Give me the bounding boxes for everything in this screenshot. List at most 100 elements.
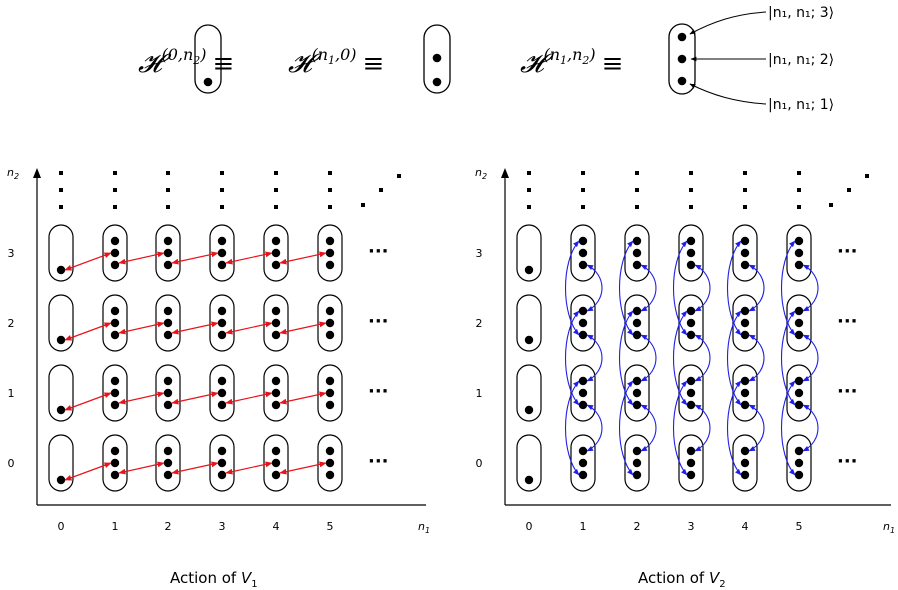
v2-transition-arrow: [586, 334, 603, 382]
v2-transition-arrow: [727, 240, 742, 336]
state-capsule: [678, 224, 704, 282]
state-dot: [578, 248, 588, 258]
state-dot: [163, 306, 173, 316]
state-dot: [632, 318, 642, 328]
state-capsule: [624, 294, 650, 352]
column-continuation-dot: [113, 188, 117, 192]
column-continuation-dot: [743, 205, 747, 209]
v2-transition-arrow: [802, 334, 819, 382]
state-capsule: [732, 434, 758, 492]
legend-h-n1-zero-dot-bottom: [432, 77, 442, 87]
state-dot: [740, 318, 750, 328]
state-dot: [110, 248, 120, 258]
state-dot: [632, 388, 642, 398]
panel-caption-sub: 2: [719, 579, 725, 590]
state-dot: [325, 236, 335, 246]
y-axis-label: n2: [7, 166, 19, 181]
state-capsule: [516, 224, 542, 282]
v2-transition-arrow: [619, 240, 634, 336]
state-dot: [271, 318, 281, 328]
state-dot: [163, 400, 173, 410]
state-dot: [217, 236, 227, 246]
state-dot: [794, 248, 804, 258]
row-ellipsis: ···: [368, 381, 389, 402]
ket-3-label: |n₁, n₁; 3⟩: [768, 5, 834, 21]
legend-h-n1-zero: 𝓗(n1,0) ≡: [288, 45, 384, 79]
y-tick-label: 0: [476, 457, 483, 470]
state-dot: [794, 446, 804, 456]
y-tick-label: 1: [476, 387, 483, 400]
v1-transition-arrow: [225, 461, 273, 475]
v1-transition-arrow: [118, 251, 165, 265]
row-ellipsis: ···: [368, 241, 389, 262]
column-continuation-dot: [113, 171, 117, 175]
legend-h-zero-n2-dot: [203, 77, 213, 87]
state-dot: [110, 376, 120, 386]
state-dot: [578, 458, 588, 468]
y-tick-label: 3: [476, 247, 483, 260]
column-continuation-dot: [328, 188, 332, 192]
state-capsule: [786, 224, 812, 282]
x-tick-label: 3: [688, 520, 695, 533]
x-axis-label-var: n: [883, 520, 890, 533]
x-axis-label-sub: 1: [425, 526, 430, 535]
y-axis-label: n2: [475, 166, 487, 181]
row-ellipsis: ···: [837, 311, 858, 332]
diagonal-continuation-dot: [847, 188, 851, 192]
state-dot: [578, 376, 588, 386]
state-dot: [578, 260, 588, 270]
column-continuation-dot: [527, 205, 531, 209]
state-dot: [686, 376, 696, 386]
state-dot: [740, 248, 750, 258]
state-dot: [686, 446, 696, 456]
v1-transition-arrow: [279, 461, 327, 475]
panel-caption-prefix: Action of: [170, 569, 241, 587]
row-ellipsis: ···: [837, 451, 858, 472]
state-capsule: [786, 294, 812, 352]
ket-2-label: |n₁, n₁; 2⟩: [768, 52, 834, 68]
state-dot: [163, 446, 173, 456]
state-dot: [686, 306, 696, 316]
state-dot: [524, 475, 534, 485]
state-dot: [217, 446, 227, 456]
state-dot: [56, 405, 66, 415]
diagonal-continuation-dot: [361, 203, 365, 207]
state-dot: [163, 260, 173, 270]
state-capsule: [516, 294, 542, 352]
state-dot: [217, 318, 227, 328]
v1-transition-arrow: [171, 321, 219, 335]
v2-transition-arrow: [802, 264, 819, 312]
state-dot: [578, 306, 588, 316]
x-tick-label: 4: [742, 520, 749, 533]
state-dot: [794, 330, 804, 340]
y-tick-label: 2: [476, 317, 483, 330]
x-tick-label: 2: [165, 520, 172, 533]
column-continuation-dot: [274, 188, 278, 192]
y-axis-label-var: n: [475, 166, 482, 179]
state-dot: [110, 470, 120, 480]
row-ellipsis: ···: [368, 311, 389, 332]
state-capsule: [732, 364, 758, 422]
column-continuation-dot: [581, 205, 585, 209]
state-dot: [578, 388, 588, 398]
state-dot: [794, 260, 804, 270]
state-dot: [740, 446, 750, 456]
legend-h-n1-zero-equiv: ≡: [363, 49, 385, 79]
state-dot: [686, 248, 696, 258]
column-continuation-dot: [635, 188, 639, 192]
state-dot: [217, 330, 227, 340]
column-continuation-dot: [166, 205, 170, 209]
state-capsule: [516, 434, 542, 492]
state-dot: [271, 400, 281, 410]
state-dot: [217, 400, 227, 410]
state-dot: [271, 446, 281, 456]
legend-h-zero-n2-capsule: [194, 24, 222, 94]
legend-h-n1-n2-sup-mid: ,n: [567, 45, 582, 64]
state-dot: [794, 470, 804, 480]
legend-h-zero-n2-sup-end: ): [199, 45, 206, 64]
row-ellipsis: ···: [837, 241, 858, 262]
v1-transition-arrow: [64, 322, 112, 341]
state-dot: [271, 458, 281, 468]
